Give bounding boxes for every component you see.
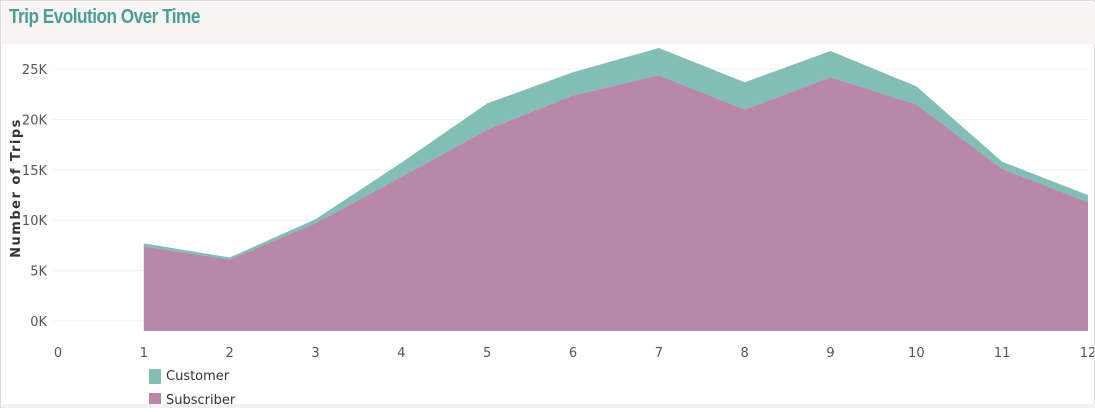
y-tick-label-0k: 0K (30, 315, 47, 330)
legend-item-subscriber[interactable]: Subscriber (149, 388, 235, 412)
y-tick-label-20k: 20K (22, 114, 48, 129)
y-tick-label-15k: 15K (22, 164, 48, 179)
x-tick-label-5: 5 (483, 346, 491, 361)
y-axis-label: Number of Trips (9, 118, 24, 258)
title-bar: Trip Evolution Over Time (2, 2, 1095, 44)
y-tick-labels: 0K 5K 10K 15K 20K 25K (22, 63, 48, 330)
area-subscriber[interactable] (143, 75, 1089, 331)
y-tick-label-5k: 5K (30, 265, 47, 280)
x-tick-label-7: 7 (655, 346, 663, 361)
x-tick-labels: 0 1 2 3 4 5 6 7 8 9 10 11 12 (54, 346, 1094, 361)
x-tick-label-9: 9 (826, 346, 834, 361)
chart-title: Trip Evolution Over Time (9, 6, 200, 28)
x-tick-label-8: 8 (741, 346, 749, 361)
x-tick-label-1: 1 (140, 346, 148, 361)
area-layer (143, 48, 1089, 331)
legend-label-customer: Customer (166, 368, 230, 384)
x-tick-label-10: 10 (908, 346, 925, 361)
y-tick-label-10k: 10K (22, 214, 48, 229)
legend-label-subscriber: Subscriber (166, 392, 236, 408)
y-tick-label-25k: 25K (22, 63, 48, 78)
x-tick-label-6: 6 (569, 346, 577, 361)
legend: Customer Subscriber (149, 364, 235, 412)
x-tick-label-4: 4 (397, 346, 405, 361)
legend-swatch-subscriber (149, 392, 161, 408)
legend-item-customer[interactable]: Customer (149, 364, 235, 388)
legend-swatch-customer (149, 368, 161, 384)
x-tick-label-2: 2 (226, 346, 234, 361)
x-tick-label-0: 0 (54, 346, 62, 361)
x-tick-label-3: 3 (311, 346, 319, 361)
x-tick-label-11: 11 (994, 346, 1011, 361)
x-tick-label-12: 12 (1080, 346, 1094, 361)
bottom-strip (2, 404, 1095, 408)
